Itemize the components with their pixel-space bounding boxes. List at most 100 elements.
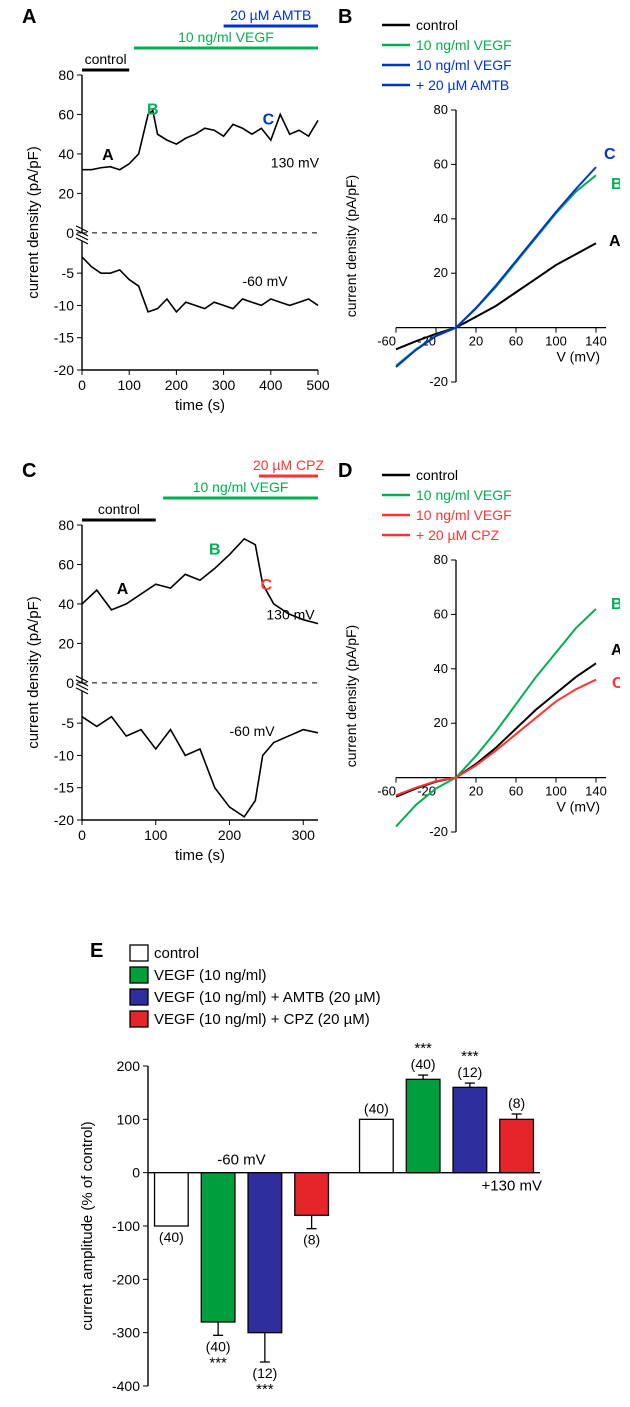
svg-text:200: 200 xyxy=(117,1058,141,1074)
svg-text:A: A xyxy=(117,581,129,598)
svg-text:(40): (40) xyxy=(364,1100,389,1116)
svg-text:(12): (12) xyxy=(252,1365,277,1381)
svg-text:B: B xyxy=(147,101,159,118)
svg-text:C: C xyxy=(261,577,273,594)
svg-text:-5: -5 xyxy=(62,265,75,281)
panel-C-chart: control 10 ng/ml VEGF 20 µM CPZ 0 20 40 60 80 -2… xyxy=(20,460,330,870)
svg-text:-10: -10 xyxy=(54,297,74,313)
svg-text:80: 80 xyxy=(434,552,448,567)
svg-text:140: 140 xyxy=(585,334,607,349)
svg-text:control: control xyxy=(154,945,199,962)
svg-text:control: control xyxy=(98,501,140,517)
svg-text:10 ng/ml VEGF: 10 ng/ml VEGF xyxy=(416,57,512,73)
svg-text:current density (pA/pF): current density (pA/pF) xyxy=(343,625,359,767)
svg-text:***: *** xyxy=(461,1048,479,1065)
svg-text:-300: -300 xyxy=(112,1325,140,1341)
svg-text:(8): (8) xyxy=(508,1095,525,1111)
svg-text:0: 0 xyxy=(78,827,86,843)
svg-text:60: 60 xyxy=(58,106,74,122)
svg-text:current amplitude (% of contro: current amplitude (% of control) xyxy=(79,1121,96,1330)
svg-text:400: 400 xyxy=(259,377,283,393)
svg-text:+ 20 µM CPZ: + 20 µM CPZ xyxy=(416,527,500,543)
panel-B-chart: control10 ng/ml VEGF10 ng/ml VEGF+ 20 µM… xyxy=(340,10,620,420)
svg-text:40: 40 xyxy=(58,596,74,612)
svg-text:-60: -60 xyxy=(377,784,396,799)
svg-text:-15: -15 xyxy=(54,330,74,346)
svg-text:current density (pA/pF): current density (pA/pF) xyxy=(343,175,359,317)
svg-text:60: 60 xyxy=(434,606,448,621)
svg-text:(40): (40) xyxy=(206,1338,231,1354)
svg-text:20: 20 xyxy=(434,715,448,730)
svg-text:(40): (40) xyxy=(411,1056,436,1072)
svg-text:60: 60 xyxy=(58,556,74,572)
svg-text:current density (pA/pF): current density (pA/pF) xyxy=(25,596,42,749)
svg-text:200: 200 xyxy=(218,827,242,843)
svg-text:time (s): time (s) xyxy=(175,397,225,414)
svg-text:130 mV: 130 mV xyxy=(271,155,320,171)
svg-text:(40): (40) xyxy=(159,1229,184,1245)
svg-text:0: 0 xyxy=(132,1165,140,1181)
svg-text:VEGF (10 ng/ml) + AMTB (20 µM): VEGF (10 ng/ml) + AMTB (20 µM) xyxy=(154,989,381,1006)
svg-text:-60 mV: -60 mV xyxy=(242,273,288,289)
svg-text:80: 80 xyxy=(58,67,74,83)
svg-text:10 ng/ml VEGF: 10 ng/ml VEGF xyxy=(193,479,289,495)
svg-text:60: 60 xyxy=(509,784,523,799)
svg-text:-5: -5 xyxy=(62,715,75,731)
svg-text:80: 80 xyxy=(434,102,448,117)
svg-text:10 ng/ml VEGF: 10 ng/ml VEGF xyxy=(416,37,512,53)
svg-text:VEGF (10 ng/ml): VEGF (10 ng/ml) xyxy=(154,967,267,984)
svg-text:40: 40 xyxy=(434,211,448,226)
svg-text:-400: -400 xyxy=(112,1378,140,1394)
svg-text:B: B xyxy=(611,596,620,613)
svg-text:10 ng/ml VEGF: 10 ng/ml VEGF xyxy=(416,487,512,503)
svg-text:0: 0 xyxy=(66,225,74,241)
svg-text:-20: -20 xyxy=(54,812,74,828)
panel-E-chart: control VEGF (10 ng/ml) VEGF (10 ng/ml) + … xyxy=(70,940,560,1400)
svg-text:A: A xyxy=(102,147,114,164)
svg-text:VEGF (10 ng/ml) + CPZ (20 µM): VEGF (10 ng/ml) + CPZ (20 µM) xyxy=(154,1011,370,1028)
svg-text:40: 40 xyxy=(58,146,74,162)
svg-text:20: 20 xyxy=(469,334,483,349)
svg-text:20 µM AMTB: 20 µM AMTB xyxy=(230,10,311,23)
svg-text:-10: -10 xyxy=(54,747,74,763)
panel-A-chart: control 10 ng/ml VEGF 20 µM AMTB 0 20 40 60 80 -… xyxy=(20,10,330,420)
svg-text:control: control xyxy=(85,51,127,67)
svg-text:A: A xyxy=(611,642,620,659)
svg-text:60: 60 xyxy=(509,334,523,349)
svg-text:60: 60 xyxy=(434,156,448,171)
svg-text:300: 300 xyxy=(212,377,236,393)
svg-text:10 ng/ml VEGF: 10 ng/ml VEGF xyxy=(416,507,512,523)
svg-text:current density (pA/pF): current density (pA/pF) xyxy=(25,146,42,299)
svg-text:100: 100 xyxy=(117,1111,141,1127)
svg-text:0: 0 xyxy=(78,377,86,393)
svg-text:control: control xyxy=(416,467,458,483)
svg-text:40: 40 xyxy=(434,661,448,676)
svg-text:(8): (8) xyxy=(303,1232,320,1248)
svg-text:B: B xyxy=(209,542,221,559)
svg-text:0: 0 xyxy=(66,675,74,691)
svg-text:-60 mV: -60 mV xyxy=(230,723,276,739)
svg-text:V (mV): V (mV) xyxy=(556,799,600,815)
svg-text:time (s): time (s) xyxy=(175,847,225,864)
svg-text:V (mV): V (mV) xyxy=(556,349,600,365)
svg-text:+ 20 µM AMTB: + 20 µM AMTB xyxy=(416,77,509,93)
svg-text:130 mV: 130 mV xyxy=(266,607,315,623)
svg-text:(12): (12) xyxy=(457,1064,482,1080)
svg-text:20: 20 xyxy=(58,635,74,651)
svg-text:***: *** xyxy=(256,1381,274,1398)
svg-text:500: 500 xyxy=(306,377,330,393)
svg-text:A: A xyxy=(609,233,620,250)
svg-text:100: 100 xyxy=(118,377,142,393)
svg-text:-20: -20 xyxy=(429,824,448,839)
svg-text:10 ng/ml VEGF: 10 ng/ml VEGF xyxy=(178,29,274,45)
svg-text:***: *** xyxy=(209,1354,227,1371)
svg-text:20 µM CPZ: 20 µM CPZ xyxy=(253,460,325,473)
svg-text:-15: -15 xyxy=(54,780,74,796)
svg-text:C: C xyxy=(263,111,275,128)
panel-D-chart: control 10 ng/ml VEGF 10 ng/ml VEGF + 20 µM… xyxy=(340,460,620,870)
svg-text:C: C xyxy=(604,146,616,163)
svg-text:-60: -60 xyxy=(377,334,396,349)
svg-text:80: 80 xyxy=(58,517,74,533)
svg-text:20: 20 xyxy=(434,265,448,280)
svg-text:20: 20 xyxy=(58,185,74,201)
